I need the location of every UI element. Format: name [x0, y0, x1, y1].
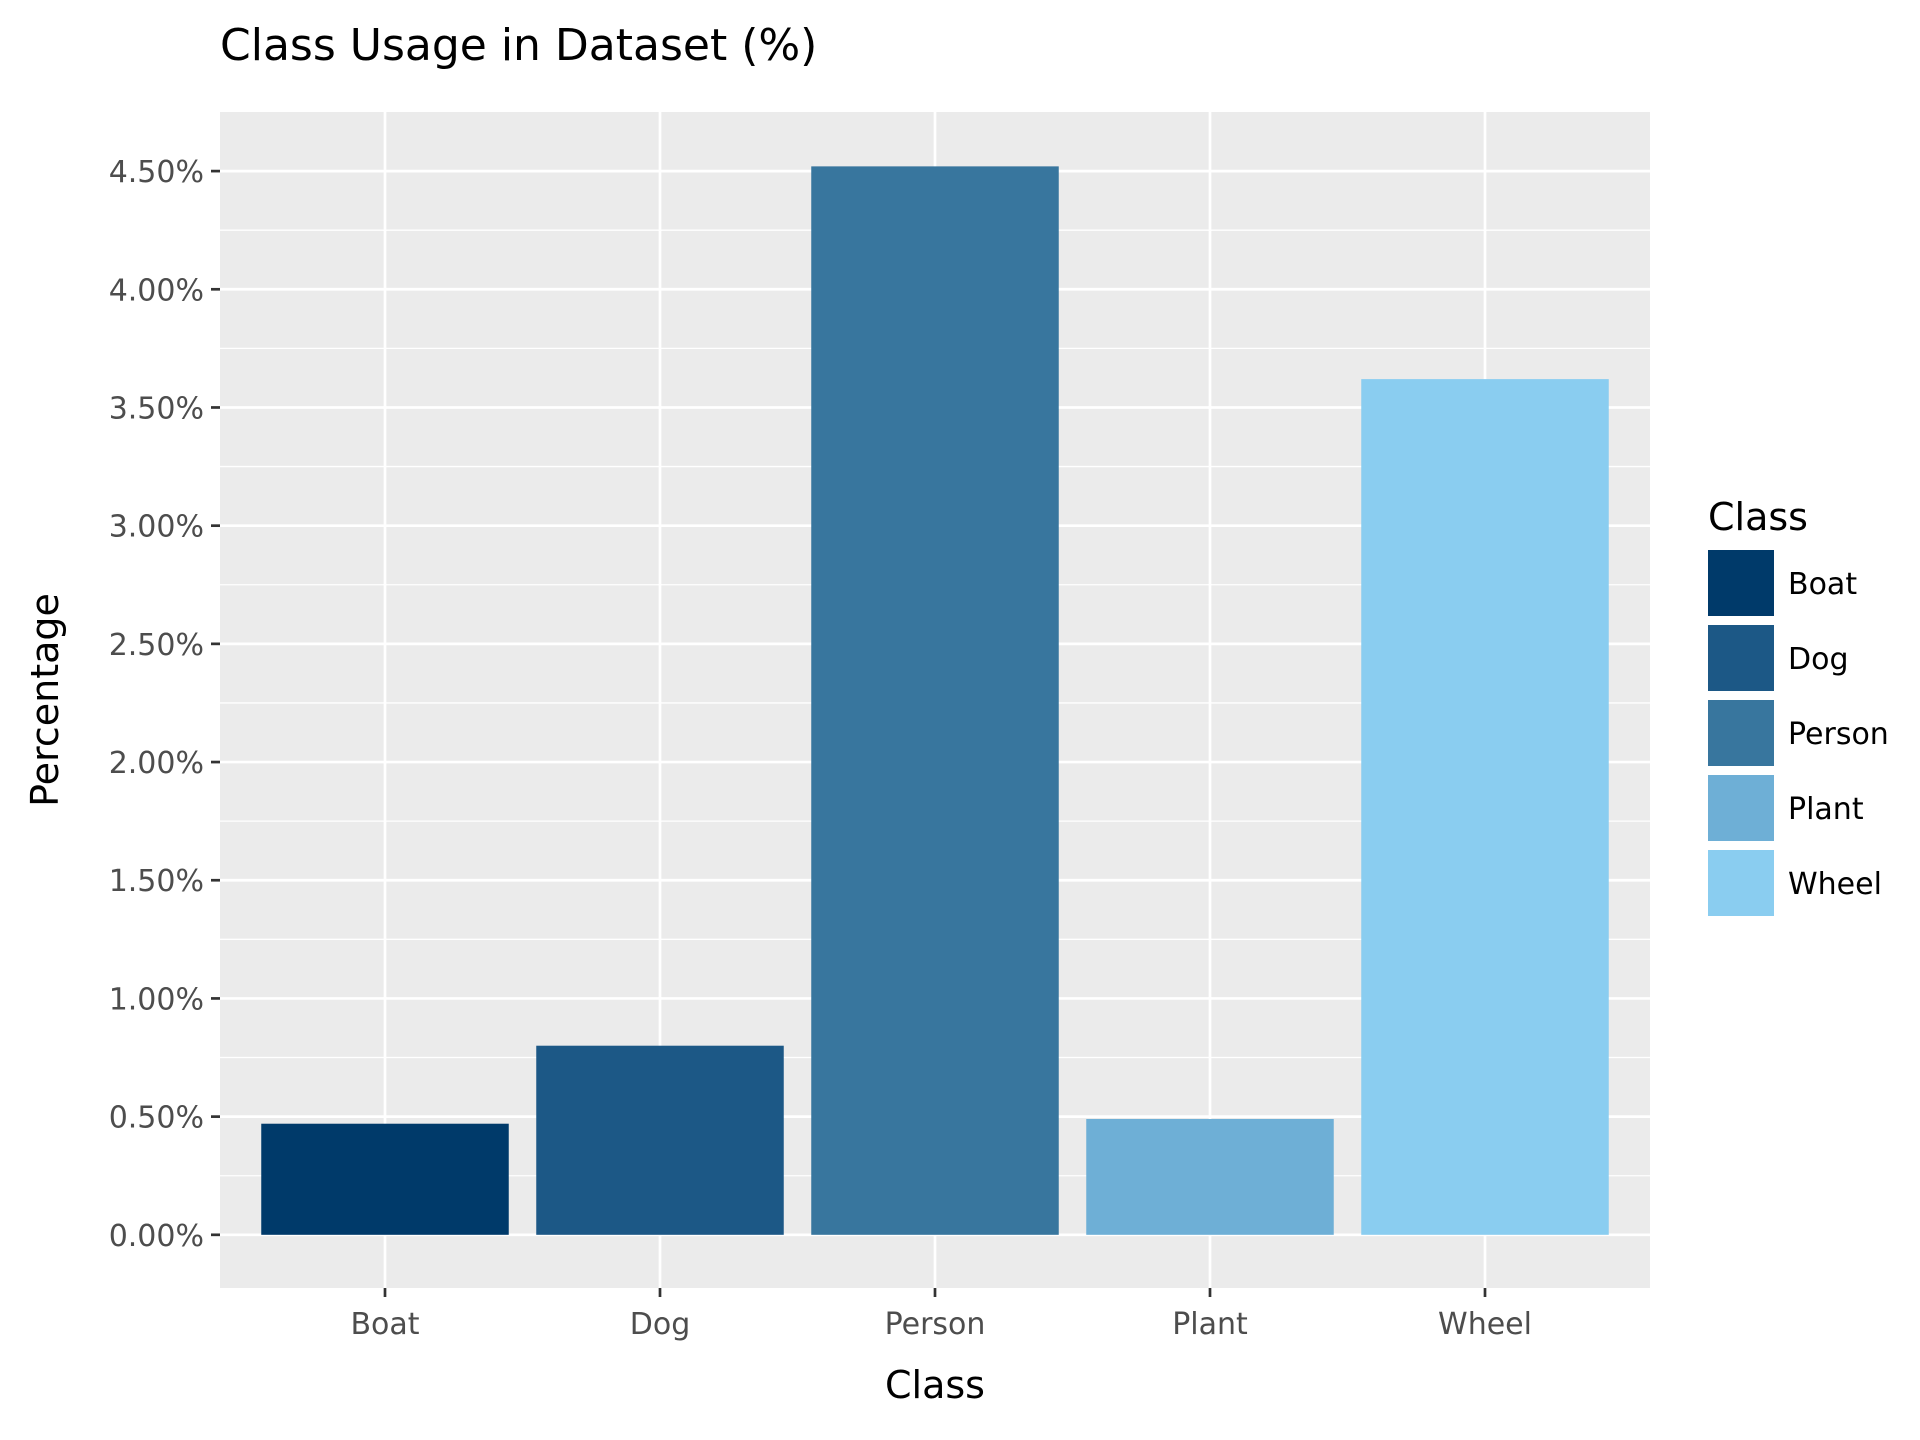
y-tick-label: 0.50% — [109, 1101, 204, 1136]
x-axis-title: Class — [885, 1363, 985, 1407]
legend-key-plant — [1708, 775, 1774, 841]
y-tick-label: 0.00% — [109, 1219, 204, 1254]
y-tick-label: 2.00% — [109, 746, 204, 781]
legend-label: Boat — [1788, 567, 1857, 602]
y-tick-label: 3.50% — [109, 391, 204, 426]
legend-key-dog — [1708, 625, 1774, 691]
y-axis-title: Percentage — [23, 593, 67, 807]
legend-key-wheel — [1708, 850, 1774, 916]
bar-plant — [1086, 1118, 1334, 1235]
legend-label: Dog — [1788, 642, 1849, 677]
chart-title: Class Usage in Dataset (%) — [220, 20, 817, 71]
y-tick-label: 3.00% — [109, 510, 204, 545]
legend-key-boat — [1708, 550, 1774, 616]
legend-label: Wheel — [1788, 867, 1882, 902]
y-tick-label: 4.00% — [109, 273, 204, 308]
bar-dog — [536, 1045, 784, 1235]
x-tick-label: Person — [885, 1307, 986, 1342]
legend-label: Plant — [1788, 792, 1864, 827]
y-tick-label: 4.50% — [109, 155, 204, 190]
y-tick-label: 1.00% — [109, 982, 204, 1017]
legend: Class Boat Dog Person Plant Wheel — [1708, 495, 1889, 916]
legend-label: Person — [1788, 717, 1889, 752]
bar-wheel — [1361, 379, 1609, 1235]
bar-person — [811, 166, 1059, 1235]
y-tick-label: 1.50% — [109, 864, 204, 899]
bar-boat — [261, 1123, 509, 1235]
bars — [261, 166, 1609, 1235]
y-tick-label: 2.50% — [109, 628, 204, 663]
y-axis: 0.00% 0.50% 1.00% 1.50% 2.00% 2.50% 3.00% 3.50%… — [109, 155, 220, 1254]
x-axis: Boat Dog Person Plant Wheel — [350, 1288, 1532, 1342]
x-tick-label: Wheel — [1438, 1307, 1532, 1342]
legend-title: Class — [1708, 495, 1808, 539]
x-tick-label: Boat — [350, 1307, 419, 1342]
x-tick-label: Plant — [1172, 1307, 1248, 1342]
legend-key-person — [1708, 700, 1774, 766]
x-tick-label: Dog — [630, 1307, 691, 1342]
